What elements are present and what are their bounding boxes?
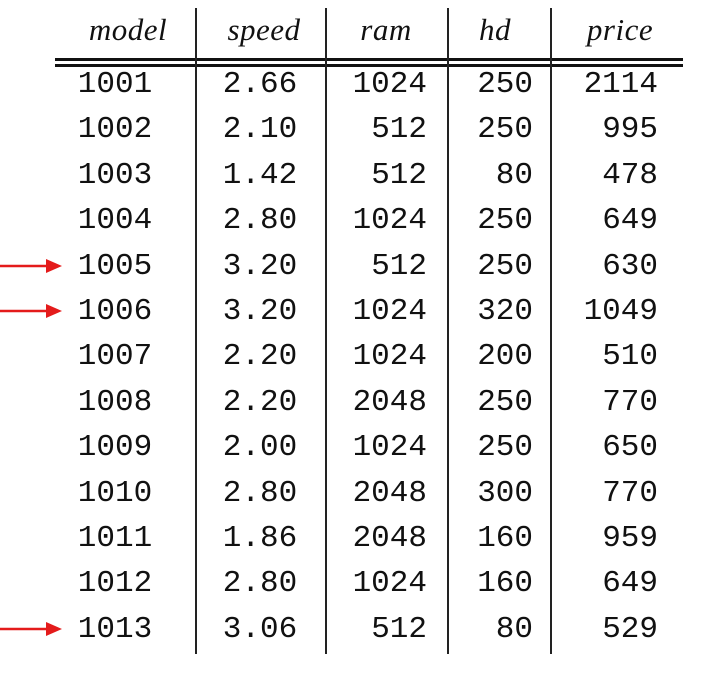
column-header-ram: ram bbox=[360, 12, 412, 47]
cell-ram: 512 bbox=[371, 112, 427, 148]
cell-speed: 2.66 bbox=[222, 67, 298, 102]
table-row: 1010 2.80 2048 300 770 bbox=[0, 471, 709, 516]
cell-model: 1011 bbox=[77, 521, 153, 556]
table-row: 1012 2.80 1024 160 649 bbox=[0, 561, 709, 606]
cell-ram: 512 bbox=[371, 248, 427, 284]
cell-price: 650 bbox=[602, 430, 658, 466]
column-separator bbox=[195, 8, 197, 654]
cell-speed: 2.10 bbox=[222, 112, 298, 148]
cell-model: 1010 bbox=[77, 475, 153, 511]
column-header-speed: speed bbox=[227, 12, 301, 47]
table-row: 1009 2.00 1024 250 650 bbox=[0, 425, 709, 470]
cell-ram: 1024 bbox=[352, 339, 427, 375]
cell-model: 1001 bbox=[77, 67, 153, 102]
cell-hd: 160 bbox=[477, 521, 533, 556]
cell-ram: 1024 bbox=[352, 67, 427, 102]
cell-price: 529 bbox=[602, 611, 658, 647]
cell-model: 1007 bbox=[77, 339, 153, 375]
red-right-arrow-icon bbox=[0, 304, 62, 318]
table-row: 1011 1.86 2048 160 959 bbox=[0, 516, 709, 561]
cell-hd: 80 bbox=[495, 157, 533, 193]
cell-model: 1006 bbox=[77, 294, 153, 329]
table-row: 1006 3.20 1024 320 1049 bbox=[0, 289, 709, 334]
cell-model: 1012 bbox=[77, 566, 153, 602]
cell-price: 959 bbox=[602, 521, 658, 556]
cell-speed: 1.42 bbox=[222, 157, 298, 193]
cell-model: 1004 bbox=[77, 203, 153, 239]
cell-price: 995 bbox=[602, 112, 658, 148]
cell-ram: 1024 bbox=[352, 294, 427, 329]
column-separator bbox=[447, 8, 449, 654]
cell-price: 630 bbox=[602, 248, 658, 284]
cell-price: 770 bbox=[602, 384, 658, 420]
table-row: 1004 2.80 1024 250 649 bbox=[0, 198, 709, 243]
cell-price: 770 bbox=[602, 475, 658, 511]
cell-price: 1049 bbox=[583, 294, 658, 329]
cell-speed: 2.20 bbox=[222, 339, 298, 375]
cell-speed: 3.06 bbox=[222, 611, 298, 647]
column-separator bbox=[325, 8, 327, 654]
cell-hd: 250 bbox=[477, 384, 533, 420]
column-header-hd: hd bbox=[479, 12, 511, 47]
cell-price: 649 bbox=[602, 203, 658, 239]
cell-ram: 512 bbox=[371, 611, 427, 647]
cell-ram: 2048 bbox=[352, 475, 427, 511]
red-right-arrow-icon bbox=[0, 258, 62, 273]
red-right-arrow-icon bbox=[0, 621, 62, 636]
column-separator bbox=[550, 8, 552, 654]
header-rule-bottom bbox=[55, 64, 683, 67]
cell-speed: 2.00 bbox=[222, 430, 298, 466]
table-row: 1008 2.20 2048 250 770 bbox=[0, 380, 709, 425]
cell-hd: 320 bbox=[477, 294, 533, 329]
cell-model: 1002 bbox=[77, 112, 153, 148]
cell-ram: 512 bbox=[371, 157, 427, 193]
cell-hd: 160 bbox=[477, 566, 533, 602]
cell-price: 2114 bbox=[583, 67, 658, 102]
cell-speed: 1.86 bbox=[222, 521, 298, 556]
cell-hd: 250 bbox=[477, 430, 533, 466]
cell-model: 1009 bbox=[77, 430, 153, 466]
header-rule-top bbox=[55, 58, 683, 61]
cell-ram: 2048 bbox=[352, 384, 427, 420]
cell-hd: 300 bbox=[477, 475, 533, 511]
table-row: 1007 2.20 1024 200 510 bbox=[0, 334, 709, 379]
cell-speed: 2.80 bbox=[222, 203, 298, 239]
cell-hd: 200 bbox=[477, 339, 533, 375]
cell-speed: 3.20 bbox=[222, 248, 298, 284]
cell-hd: 250 bbox=[477, 248, 533, 284]
cell-model: 1013 bbox=[77, 611, 153, 647]
cell-price: 478 bbox=[602, 157, 658, 193]
cell-model: 1008 bbox=[77, 384, 153, 420]
cell-price: 510 bbox=[602, 339, 658, 375]
column-header-price: price bbox=[586, 12, 654, 47]
cell-speed: 2.80 bbox=[222, 475, 298, 511]
cell-ram: 1024 bbox=[352, 430, 427, 466]
cell-hd: 250 bbox=[477, 67, 533, 102]
table-row: 1001 2.66 1024 250 2114 bbox=[0, 62, 709, 107]
cell-speed: 2.20 bbox=[222, 384, 298, 420]
cell-ram: 1024 bbox=[352, 203, 427, 239]
column-header-model: model bbox=[88, 12, 168, 47]
cell-speed: 2.80 bbox=[222, 566, 298, 602]
table-row: 1003 1.42 512 80 478 bbox=[0, 153, 709, 198]
cell-ram: 1024 bbox=[352, 566, 427, 602]
table-row: 1005 3.20 512 250 630 bbox=[0, 244, 709, 289]
cell-speed: 3.20 bbox=[222, 294, 298, 329]
cell-model: 1003 bbox=[77, 157, 153, 193]
cell-ram: 2048 bbox=[352, 521, 427, 556]
table-row: 1002 2.10 512 250 995 bbox=[0, 107, 709, 152]
cell-model: 1005 bbox=[77, 248, 153, 284]
cell-hd: 250 bbox=[477, 112, 533, 148]
cell-hd: 250 bbox=[477, 203, 533, 239]
table-row: 1013 3.06 512 80 529 bbox=[0, 607, 709, 652]
cell-price: 649 bbox=[602, 566, 658, 602]
cell-hd: 80 bbox=[495, 611, 533, 647]
